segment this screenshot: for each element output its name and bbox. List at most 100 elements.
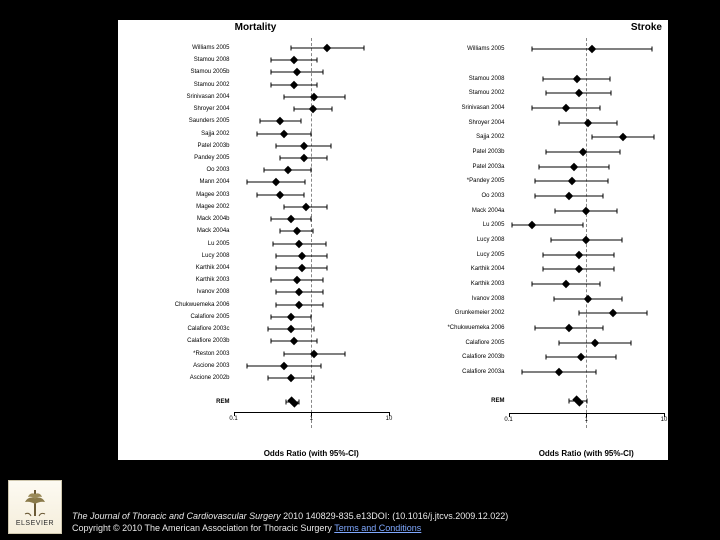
ci-cap [622,296,623,301]
study-label: Lucy 2005 [397,252,505,258]
ci-cap [535,179,536,184]
ci-cap [284,351,285,356]
study-marker [272,178,280,186]
ci-cap [559,120,560,125]
x-tick-label: 0.1 [504,417,512,423]
ci-cap [599,105,600,110]
study-marker [584,118,592,126]
study-label: Karthik 2003 [397,281,505,287]
study-label: Patel 2003b [397,149,505,155]
ci-line [512,225,583,226]
ci-cap [327,265,328,270]
ci-cap [611,91,612,96]
ci-cap [268,375,269,380]
ci-cap [539,164,540,169]
study-label: Sajja 2002 [122,131,230,137]
study-label: Stamou 2002 [397,90,505,96]
study-label: Patel 2003a [397,164,505,170]
ci-cap [654,135,655,140]
caption-line-1: The Journal of Thoracic and Cardiovascul… [72,510,710,522]
tree-icon [18,488,52,518]
ci-cap [326,241,327,246]
study-marker [297,264,305,272]
study-label: Calafiore 2005 [122,314,230,320]
ci-cap [322,278,323,283]
ci-cap [275,253,276,258]
study-marker [284,166,292,174]
summary-marker [572,395,583,406]
ci-cap [545,355,546,360]
study-label: Srinivasan 2004 [397,105,505,111]
publisher-brand: ELSEVIER [16,520,54,527]
study-marker [582,206,590,214]
ci-cap [247,363,248,368]
caption-line-2: Copyright © 2010 The American Associatio… [72,522,710,534]
ci-cap [630,340,631,345]
study-label: Lucy 2008 [397,237,505,243]
study-marker [528,221,536,229]
ci-cap [578,311,579,316]
x-tick-label: 1 [585,417,588,423]
study-label: Ivanov 2008 [397,296,505,302]
ci-cap [616,120,617,125]
study-marker [570,162,578,170]
study-label: Shroyer 2004 [122,106,230,112]
study-marker [555,368,563,376]
study-label: REM [122,399,230,405]
panel-stroke: Stroke Williams 2005Stamou 2008Stamou 20… [393,20,668,460]
ci-cap [275,302,276,307]
study-label: Calafiore 2003b [122,338,230,344]
panel-title-right: Stroke [631,22,662,33]
study-marker [302,203,310,211]
study-label: Karthik 2004 [122,265,230,271]
slide-root: { "figure": { "background": "#ffffff", "… [0,0,720,540]
ci-cap [264,168,265,173]
study-marker [309,105,317,113]
ci-cap [270,58,271,63]
ci-cap [322,70,323,75]
study-marker [565,192,573,200]
ci-cap [260,119,261,124]
ci-cap [270,278,271,283]
ci-cap [275,290,276,295]
study-marker [574,89,582,97]
ci-cap [327,253,328,258]
study-label: *Chukwuemeka 2006 [397,325,505,331]
ci-cap [619,149,620,154]
study-label: Calafiore 2003c [122,326,230,332]
ci-cap [280,155,281,160]
label-column-left: Williams 2005Stamou 2008Stamou 2005bStam… [118,38,234,428]
ci-cap [535,193,536,198]
ci-cap [303,192,304,197]
study-marker [609,309,617,317]
ci-cap [294,107,295,112]
ci-cap [582,223,583,228]
study-marker [310,349,318,357]
ci-cap [531,105,532,110]
terms-link[interactable]: Terms and Conditions [334,523,421,533]
ci-cap [651,47,652,52]
study-label: Mack 2004a [397,208,505,214]
study-label: Stamou 2002 [122,82,230,88]
ci-cap [531,281,532,286]
ci-cap [331,143,332,148]
ci-cap [511,223,512,228]
ci-cap [311,168,312,173]
ci-cap [327,155,328,160]
reference-line-right [586,38,587,428]
study-marker [562,104,570,112]
study-label: Mack 2004a [122,228,230,234]
x-axis-label-left: Odds Ratio (with 95%-CI) [234,449,390,458]
ci-cap [559,340,560,345]
ci-cap [592,135,593,140]
study-label: Calafiore 2003b [397,354,505,360]
ci-cap [543,76,544,81]
study-label: Lucy 2008 [122,253,230,259]
ci-cap [317,58,318,63]
study-label: Karthik 2003 [122,277,230,283]
study-marker [276,190,284,198]
panel-mortality: Mortality Williams 2005Stamou 2008Stamou… [118,20,393,460]
study-marker [280,129,288,137]
ci-cap [555,208,556,213]
study-marker [292,276,300,284]
